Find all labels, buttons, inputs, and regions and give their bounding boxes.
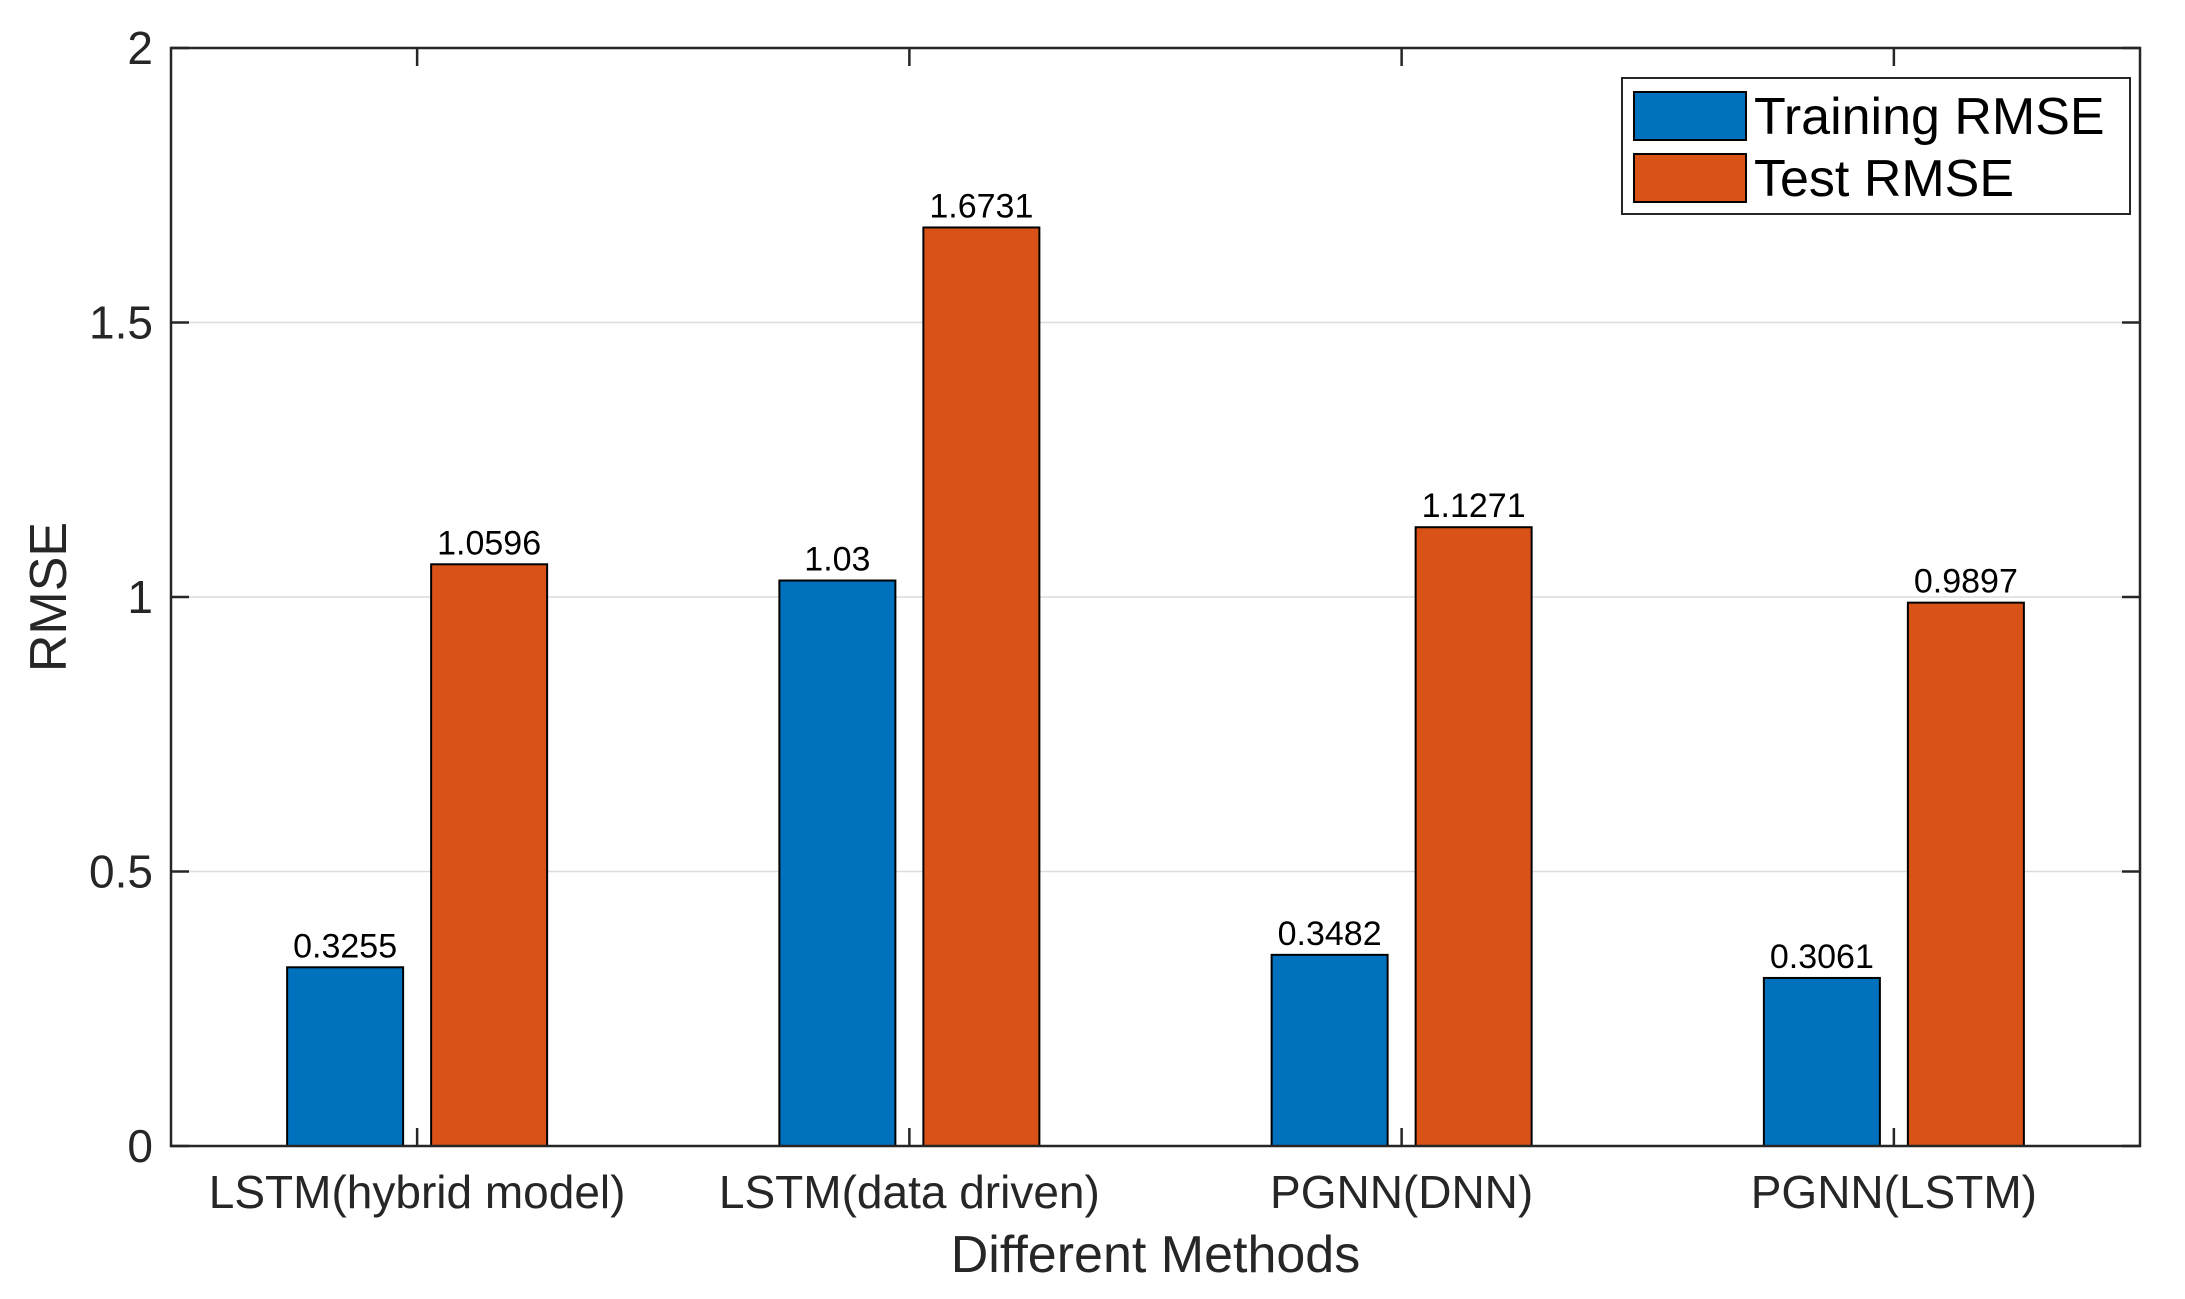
legend-swatch bbox=[1633, 153, 1747, 203]
legend-label: Training RMSE bbox=[1754, 88, 2105, 146]
data-label: 0.3255 bbox=[293, 927, 397, 965]
bar-training bbox=[778, 579, 897, 1147]
bar-training bbox=[286, 966, 405, 1147]
data-label: 0.9897 bbox=[1914, 563, 2018, 601]
y-tick-label: 1.5 bbox=[89, 297, 153, 349]
bars bbox=[286, 226, 2025, 1148]
bar-test bbox=[430, 563, 549, 1147]
legend-label: Test RMSE bbox=[1754, 150, 2014, 208]
y-tick-label: 1 bbox=[127, 571, 153, 623]
x-tick-label: PGNN(LSTM) bbox=[1751, 1166, 2037, 1218]
x-axis-title: Different Methods bbox=[951, 1226, 1360, 1284]
y-tick-label: 0.5 bbox=[89, 846, 153, 898]
bar-training bbox=[1762, 976, 1881, 1148]
data-label: 1.6731 bbox=[929, 187, 1033, 225]
bar-test bbox=[922, 226, 1041, 1148]
legend-swatch bbox=[1633, 91, 1747, 141]
axis-ticks: 0 0.5 1 1.5 2 LSTM(hybrid model) LSTM(data dri… bbox=[89, 22, 2140, 1218]
bar-test bbox=[1906, 601, 2025, 1147]
y-tick-label: 0 bbox=[127, 1120, 153, 1172]
data-label: 0.3482 bbox=[1278, 915, 1382, 953]
bar-training bbox=[1270, 953, 1389, 1147]
data-label: 1.1271 bbox=[1422, 487, 1526, 525]
data-label: 1.0596 bbox=[437, 524, 541, 562]
data-label: 0.3061 bbox=[1770, 938, 1874, 976]
data-label: 1.03 bbox=[804, 541, 870, 579]
y-axis-title: RMSE bbox=[20, 522, 78, 672]
y-tick-label: 2 bbox=[127, 22, 153, 74]
x-tick-label: PGNN(DNN) bbox=[1270, 1166, 1533, 1218]
bar-test bbox=[1414, 526, 1533, 1147]
x-tick-label: LSTM(data driven) bbox=[719, 1166, 1100, 1218]
x-tick-label: LSTM(hybrid model) bbox=[209, 1166, 626, 1218]
data-labels: 0.3255 1.0596 1.03 1.6731 0.3482 1.1271 0.3061… bbox=[293, 187, 2018, 975]
